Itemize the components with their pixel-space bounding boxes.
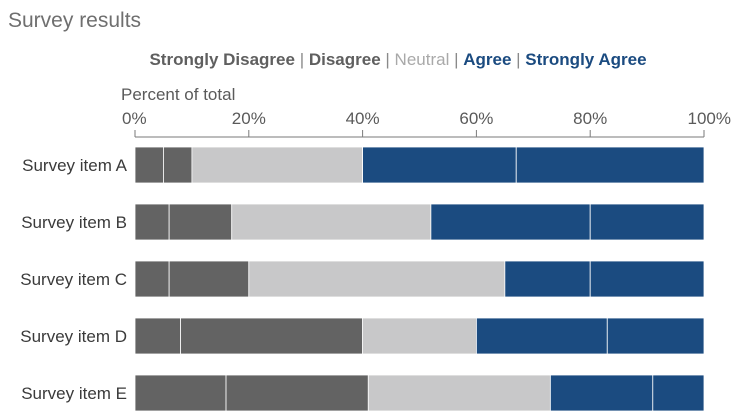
x-tick-label: 0% <box>122 109 147 128</box>
x-tick-label: 60% <box>459 109 493 128</box>
legend-item-strongly-agree: Strongly Agree <box>525 50 646 69</box>
legend-item-agree: Agree <box>463 50 511 69</box>
category-label: Survey item D <box>20 327 127 346</box>
x-tick-label: 100% <box>688 109 731 128</box>
legend-separator: | <box>516 50 525 69</box>
chart-title: Survey results <box>8 9 141 32</box>
bar-segment <box>231 203 432 241</box>
legend-item-neutral: Neutral <box>395 50 450 69</box>
bar-segment <box>589 260 705 298</box>
bar-segment <box>504 260 591 298</box>
bar-segment <box>163 146 193 184</box>
x-tick-label: 20% <box>232 109 266 128</box>
bar-segment <box>134 146 164 184</box>
bar-segment <box>180 317 364 355</box>
bar-segment <box>134 374 227 412</box>
legend-separator: | <box>454 50 463 69</box>
category-label: Survey item B <box>21 213 127 232</box>
bar-segment <box>589 203 705 241</box>
x-tick-label: 40% <box>346 109 380 128</box>
bar-segment <box>134 317 181 355</box>
legend-item-disagree: Disagree <box>309 50 381 69</box>
x-axis-label: Percent of total <box>121 85 235 104</box>
bar-segment <box>362 317 477 355</box>
category-label: Survey item A <box>22 156 128 175</box>
bar-segment <box>652 374 705 412</box>
bar-segment <box>549 374 654 412</box>
bar-segment <box>248 260 506 298</box>
category-label: Survey item E <box>21 384 127 403</box>
bar-segment <box>225 374 369 412</box>
bar-segment <box>168 260 250 298</box>
legend-separator: | <box>385 50 394 69</box>
bar-segment <box>134 203 170 241</box>
bar-segment <box>515 146 705 184</box>
legend-separator: | <box>300 50 309 69</box>
bar-segment <box>606 317 705 355</box>
bar-segment <box>475 317 608 355</box>
bar-segment <box>168 203 233 241</box>
category-labels: Survey item A Survey item B Survey item C S… <box>20 156 127 403</box>
x-axis-ticks: 0% 20% 40% 60% 80% 100% <box>122 109 731 138</box>
bar-segment <box>430 203 591 241</box>
bar-segment <box>191 146 363 184</box>
legend: Strongly Disagree | Disagree | Neutral |… <box>149 50 646 69</box>
legend-item-strongly-disagree: Strongly Disagree <box>149 50 295 69</box>
bar-segment <box>362 146 517 184</box>
bars <box>134 146 705 412</box>
x-tick-label: 80% <box>573 109 607 128</box>
bar-segment <box>367 374 551 412</box>
category-label: Survey item C <box>20 270 127 289</box>
bar-segment <box>134 260 170 298</box>
